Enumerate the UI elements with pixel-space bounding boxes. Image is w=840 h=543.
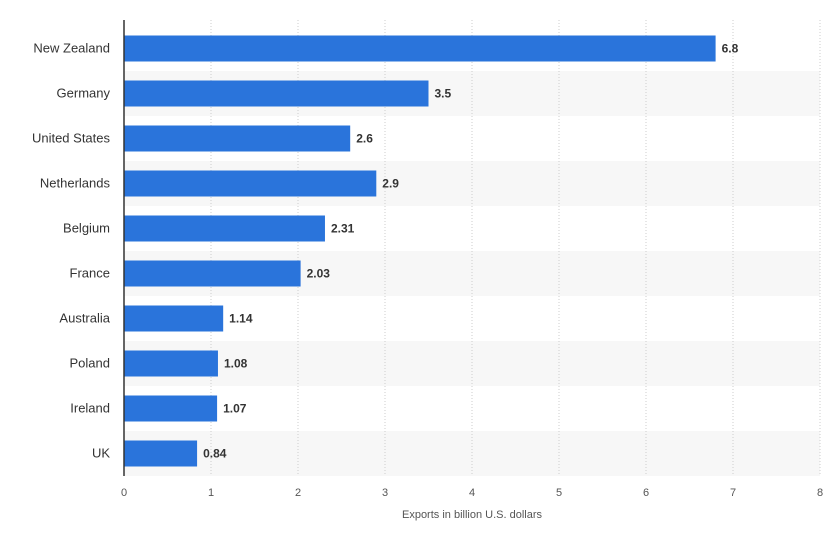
data-label: 1.14: [229, 312, 253, 326]
category-label: Netherlands: [40, 176, 111, 191]
bar: [124, 440, 198, 467]
bar: [124, 350, 218, 377]
data-label: 2.6: [356, 132, 373, 146]
bar: [124, 125, 351, 152]
bar: [124, 215, 325, 242]
category-label: Germany: [57, 86, 111, 101]
category-label: Ireland: [70, 401, 110, 416]
category-label: France: [70, 266, 110, 281]
category-labels: New Zealand Germany United States Netherlan…: [32, 41, 111, 461]
category-label: New Zealand: [33, 41, 110, 56]
data-label: 2.03: [307, 267, 331, 281]
x-tick-label: 5: [556, 487, 562, 499]
data-label: 1.08: [224, 357, 248, 371]
data-label: 2.9: [382, 177, 399, 191]
bar: [124, 35, 716, 62]
x-tick-label: 8: [817, 487, 823, 499]
x-tick-label: 7: [730, 487, 736, 499]
category-label: UK: [92, 446, 110, 461]
x-tick-labels: 0 1 2 3 4 5 6 7 8: [121, 487, 823, 499]
x-tick-label: 3: [382, 487, 388, 499]
x-tick-label: 0: [121, 487, 127, 499]
row-band: [124, 431, 820, 476]
x-tick-label: 4: [469, 487, 475, 499]
data-label: 6.8: [722, 42, 739, 56]
bar: [124, 80, 429, 107]
x-axis-title: Exports in billion U.S. dollars: [402, 509, 543, 521]
bar: [124, 260, 301, 287]
category-label: Belgium: [63, 221, 110, 236]
category-label: United States: [32, 131, 111, 146]
x-tick-label: 6: [643, 487, 649, 499]
data-label: 0.84: [203, 447, 227, 461]
data-label: 1.07: [223, 402, 247, 416]
data-label: 2.31: [331, 222, 355, 236]
row-bands: [124, 71, 820, 476]
category-label: Australia: [59, 311, 110, 326]
x-tick-label: 2: [295, 487, 301, 499]
bars: [124, 35, 716, 467]
row-band: [124, 341, 820, 386]
bar: [124, 305, 224, 332]
bar: [124, 395, 218, 422]
bar: [124, 170, 377, 197]
data-labels: 6.8 3.5 2.6 2.9 2.31 2.03 1.14 1.08 1.07 0.84: [203, 42, 739, 461]
x-tick-label: 1: [208, 487, 214, 499]
data-label: 3.5: [435, 87, 452, 101]
category-label: Poland: [70, 356, 110, 371]
